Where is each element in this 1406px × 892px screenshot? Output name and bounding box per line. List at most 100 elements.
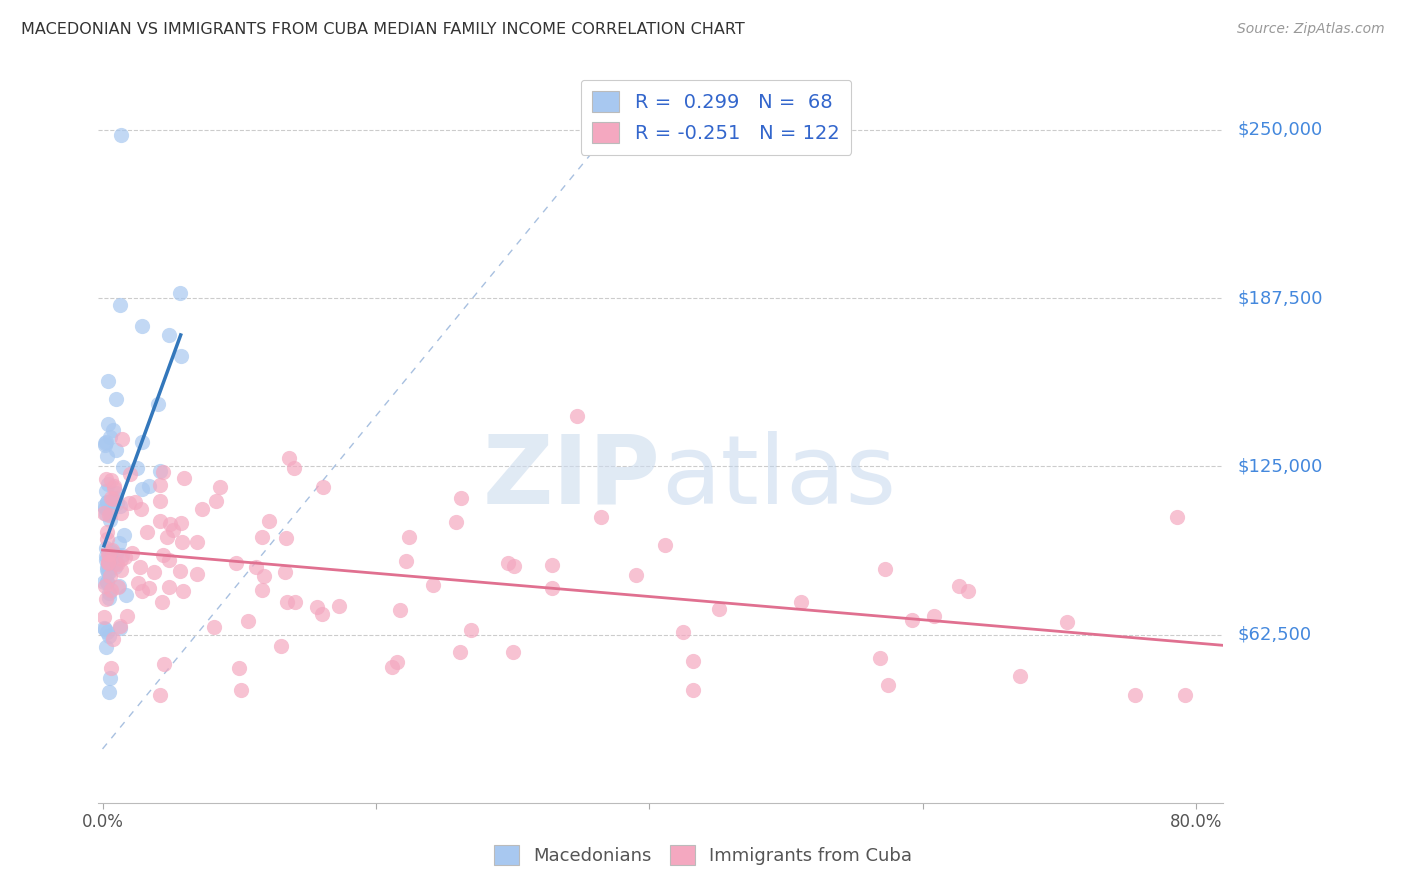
- Point: [114, 528, 136, 542]
- Point: [191, 502, 214, 516]
- Point: [900, 614, 922, 628]
- Point: [96, 549, 118, 563]
- Point: [153, 657, 176, 671]
- Point: [149, 478, 172, 492]
- Point: [96, 592, 118, 607]
- Point: [96, 624, 118, 639]
- Point: [250, 530, 273, 544]
- Point: [104, 495, 127, 509]
- Point: [96, 507, 118, 521]
- Point: [173, 471, 195, 485]
- Point: [97, 565, 120, 579]
- Point: [110, 563, 132, 577]
- Point: [257, 514, 280, 528]
- Point: [94, 640, 117, 654]
- Point: [496, 556, 519, 570]
- Point: [105, 491, 128, 505]
- Point: [541, 558, 564, 573]
- Point: [328, 599, 350, 614]
- Point: [96, 495, 118, 509]
- Point: [172, 583, 194, 598]
- Point: [104, 560, 127, 574]
- Point: [108, 618, 131, 632]
- Point: [948, 579, 970, 593]
- Point: [97, 565, 120, 579]
- Point: [231, 682, 253, 697]
- Point: [103, 481, 125, 495]
- Point: [108, 298, 131, 312]
- Point: [118, 467, 141, 482]
- Point: [96, 574, 118, 589]
- Point: [93, 621, 115, 635]
- Point: [877, 677, 900, 691]
- Point: [108, 500, 131, 514]
- Legend: R =  0.299   N =  68, R = -0.251   N = 122: R = 0.299 N = 68, R = -0.251 N = 122: [581, 79, 852, 155]
- Point: [93, 500, 115, 514]
- Point: [94, 472, 117, 486]
- Point: [146, 397, 169, 411]
- Point: [1010, 669, 1032, 683]
- Point: [98, 507, 121, 521]
- Point: [209, 480, 232, 494]
- Point: [105, 496, 128, 510]
- Point: [422, 577, 444, 591]
- Point: [103, 491, 125, 506]
- Point: [98, 569, 121, 583]
- Point: [93, 575, 115, 590]
- Point: [121, 546, 143, 560]
- Point: [94, 484, 117, 499]
- Point: [274, 565, 297, 579]
- Point: [1123, 688, 1146, 702]
- Text: MACEDONIAN VS IMMIGRANTS FROM CUBA MEDIAN FAMILY INCOME CORRELATION CHART: MACEDONIAN VS IMMIGRANTS FROM CUBA MEDIA…: [21, 22, 745, 37]
- Point: [186, 534, 208, 549]
- Point: [94, 436, 117, 450]
- Point: [98, 547, 121, 561]
- Point: [93, 506, 115, 520]
- Point: [96, 532, 118, 546]
- Point: [111, 549, 134, 563]
- Point: [98, 429, 121, 443]
- Point: [157, 580, 180, 594]
- Point: [110, 552, 132, 566]
- Point: [284, 595, 307, 609]
- Point: [97, 685, 120, 699]
- Point: [398, 530, 420, 544]
- Point: [654, 538, 676, 552]
- Point: [135, 524, 157, 539]
- Point: [97, 557, 120, 571]
- Point: [107, 536, 129, 550]
- Point: [162, 523, 184, 537]
- Text: $62,500: $62,500: [1237, 625, 1312, 643]
- Text: $125,000: $125,000: [1237, 458, 1323, 475]
- Point: [97, 558, 120, 573]
- Point: [149, 464, 172, 478]
- Point: [245, 559, 267, 574]
- Point: [236, 614, 259, 628]
- Point: [97, 374, 120, 388]
- Point: [104, 485, 127, 500]
- Point: [449, 645, 471, 659]
- Point: [444, 515, 467, 529]
- Point: [1056, 615, 1078, 629]
- Point: [157, 553, 180, 567]
- Point: [502, 645, 524, 659]
- Point: [124, 494, 146, 508]
- Point: [565, 409, 588, 423]
- Point: [115, 608, 138, 623]
- Point: [169, 286, 191, 301]
- Point: [104, 442, 127, 457]
- Point: [103, 479, 125, 493]
- Point: [94, 438, 117, 452]
- Point: [205, 494, 228, 508]
- Point: [98, 508, 121, 522]
- Point: [100, 671, 122, 685]
- Point: [104, 392, 127, 407]
- Point: [118, 496, 141, 510]
- Text: ZIP: ZIP: [482, 431, 661, 524]
- Point: [202, 620, 225, 634]
- Point: [131, 435, 153, 450]
- Point: [114, 550, 136, 565]
- Point: [98, 629, 121, 643]
- Point: [111, 433, 134, 447]
- Point: [98, 512, 121, 526]
